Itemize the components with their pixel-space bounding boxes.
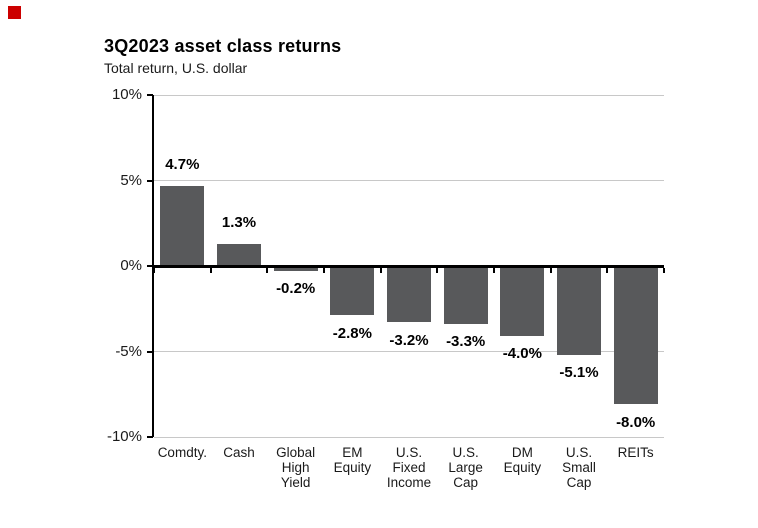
x-axis-tick [606, 267, 609, 273]
x-axis-tick [663, 267, 665, 273]
y-axis-tick [147, 350, 153, 353]
zero-axis-line [152, 264, 664, 268]
bar-dm-equity [500, 267, 545, 336]
gridline [154, 436, 664, 438]
y-axis-tick-label: 10% [111, 86, 142, 103]
bar-cash [217, 243, 261, 266]
bar-value-label: -8.0% [616, 413, 656, 431]
y-axis-tick-label: -5% [115, 342, 142, 360]
x-axis-tick [266, 267, 269, 273]
bar-global-high-yield [273, 267, 318, 271]
x-axis-tick [153, 267, 155, 273]
gridline [154, 180, 664, 181]
bar-reits [613, 267, 658, 405]
gridline [154, 94, 664, 96]
bar-value-label: 4.7% [165, 155, 200, 173]
bar-value-label: 1.3% [221, 213, 257, 231]
bar-em-equity [330, 267, 375, 316]
x-axis-tick [549, 267, 552, 273]
x-axis-category-label: U.S. Large Cap [448, 445, 483, 490]
gridline [154, 351, 664, 352]
chart-subtitle: Total return, U.S. dollar [104, 60, 248, 76]
x-axis-category-label: REITs [617, 445, 654, 460]
bar-value-label: -3.2% [389, 331, 429, 349]
record-indicator-icon [8, 6, 21, 19]
x-axis-tick [209, 267, 212, 273]
x-axis-category-label: EM Equity [333, 445, 372, 475]
y-axis-tick [147, 94, 153, 96]
x-axis-category-label: Cash [223, 445, 255, 460]
x-axis-category-label: DM Equity [503, 445, 542, 475]
bar-u-s-fixed-income [387, 267, 431, 323]
x-axis-tick [323, 267, 325, 273]
y-axis-tick [147, 265, 153, 267]
x-axis-category-label: U.S. Fixed Income [386, 445, 432, 490]
x-axis-tick [436, 267, 439, 273]
x-axis-category-label: Comdty. [157, 445, 207, 460]
bar-value-label: -2.8% [332, 324, 372, 342]
x-axis-tick [493, 267, 495, 273]
y-axis-tick-label: -10% [106, 428, 142, 445]
bar-value-label: -4.0% [502, 345, 542, 363]
bar-value-label: -0.2% [276, 280, 316, 298]
y-axis-tick [147, 436, 153, 438]
bar-value-label: -5.1% [559, 364, 599, 382]
bar-u-s-large-cap [443, 267, 488, 324]
x-axis-category-label: U.S. Small Cap [562, 445, 596, 490]
x-axis-category-label: Global High Yield [276, 445, 316, 490]
bar-value-label: -3.3% [446, 333, 486, 351]
chart-title: 3Q2023 asset class returns [104, 36, 342, 56]
bar-comdty- [160, 185, 205, 266]
y-axis-tick [147, 179, 153, 182]
bar-u-s-small-cap [557, 267, 601, 355]
x-axis-tick [379, 267, 382, 273]
y-axis-tick-label: 5% [120, 171, 142, 189]
y-axis-tick-label: 0% [120, 257, 142, 274]
